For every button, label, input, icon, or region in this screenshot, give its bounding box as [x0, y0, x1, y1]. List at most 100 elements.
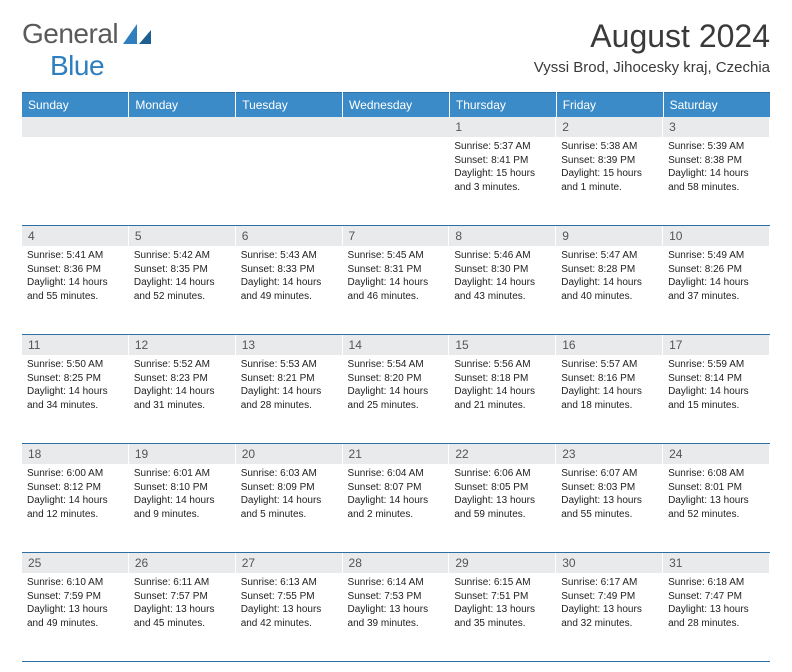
day-cell: Sunrise: 5:37 AMSunset: 8:41 PMDaylight:… — [449, 137, 556, 226]
day-cell: Sunrise: 5:52 AMSunset: 8:23 PMDaylight:… — [129, 355, 236, 444]
daylight-text: Daylight: 13 hours and 49 minutes. — [27, 603, 124, 630]
brand-text-1: General — [22, 18, 118, 49]
day-number: 28 — [343, 553, 450, 573]
day-number: 3 — [663, 117, 770, 137]
sunrise-text: Sunrise: 6:10 AM — [27, 576, 124, 590]
day-number-cell: 26 — [129, 553, 236, 574]
day-number: 29 — [449, 553, 556, 573]
sunrise-text: Sunrise: 5:59 AM — [668, 358, 765, 372]
day-number-cell: 4 — [22, 226, 129, 247]
weekday-header: Monday — [129, 93, 236, 118]
day-number: 4 — [22, 226, 129, 246]
day-info: Sunrise: 6:06 AMSunset: 8:05 PMDaylight:… — [449, 464, 556, 527]
day-number: 18 — [22, 444, 129, 464]
day-number: 30 — [556, 553, 663, 573]
day-number: 10 — [663, 226, 770, 246]
sunrise-text: Sunrise: 5:45 AM — [348, 249, 445, 263]
title-block: August 2024 Vyssi Brod, Jihocesky kraj, … — [534, 18, 770, 76]
week-body-row: Sunrise: 5:37 AMSunset: 8:41 PMDaylight:… — [22, 137, 770, 226]
daylight-text: Daylight: 13 hours and 32 minutes. — [561, 603, 658, 630]
day-info: Sunrise: 5:56 AMSunset: 8:18 PMDaylight:… — [449, 355, 556, 418]
sunrise-text: Sunrise: 6:06 AM — [454, 467, 551, 481]
sunset-text: Sunset: 7:59 PM — [27, 590, 124, 604]
day-number-cell: 24 — [663, 444, 770, 465]
sunset-text: Sunset: 8:25 PM — [27, 372, 124, 386]
day-number-cell: 15 — [449, 335, 556, 356]
day-number-cell: 3 — [663, 117, 770, 137]
sunrise-text: Sunrise: 5:37 AM — [454, 140, 551, 154]
day-number: 11 — [22, 335, 129, 355]
brand-text-2: Blue — [50, 50, 104, 81]
weekday-header: Tuesday — [236, 93, 343, 118]
sunrise-text: Sunrise: 5:56 AM — [454, 358, 551, 372]
sunrise-text: Sunrise: 6:13 AM — [241, 576, 338, 590]
day-info: Sunrise: 5:42 AMSunset: 8:35 PMDaylight:… — [129, 246, 236, 309]
day-number-cell: 9 — [556, 226, 663, 247]
sunset-text: Sunset: 8:33 PM — [241, 263, 338, 277]
day-number-cell: 12 — [129, 335, 236, 356]
day-number-cell: 27 — [236, 553, 343, 574]
day-info: Sunrise: 5:50 AMSunset: 8:25 PMDaylight:… — [22, 355, 129, 418]
day-cell: Sunrise: 5:50 AMSunset: 8:25 PMDaylight:… — [22, 355, 129, 444]
day-info: Sunrise: 5:49 AMSunset: 8:26 PMDaylight:… — [663, 246, 770, 309]
daylight-text: Daylight: 14 hours and 40 minutes. — [561, 276, 658, 303]
day-info: Sunrise: 6:00 AMSunset: 8:12 PMDaylight:… — [22, 464, 129, 527]
day-number-cell: 13 — [236, 335, 343, 356]
sunset-text: Sunset: 7:55 PM — [241, 590, 338, 604]
day-number-cell: 17 — [663, 335, 770, 356]
day-number: 25 — [22, 553, 129, 573]
sunrise-text: Sunrise: 5:47 AM — [561, 249, 658, 263]
sunset-text: Sunset: 8:21 PM — [241, 372, 338, 386]
week-number-row: 18192021222324 — [22, 444, 770, 465]
sunset-text: Sunset: 7:47 PM — [668, 590, 765, 604]
day-cell — [22, 137, 129, 226]
week-body-row: Sunrise: 6:10 AMSunset: 7:59 PMDaylight:… — [22, 573, 770, 662]
daylight-text: Daylight: 14 hours and 37 minutes. — [668, 276, 765, 303]
day-number: 1 — [449, 117, 556, 137]
day-cell: Sunrise: 6:04 AMSunset: 8:07 PMDaylight:… — [343, 464, 450, 553]
daylight-text: Daylight: 14 hours and 55 minutes. — [27, 276, 124, 303]
day-info: Sunrise: 6:01 AMSunset: 8:10 PMDaylight:… — [129, 464, 236, 527]
sunrise-text: Sunrise: 5:42 AM — [134, 249, 231, 263]
day-number: 21 — [343, 444, 450, 464]
day-number-cell: 6 — [236, 226, 343, 247]
sunset-text: Sunset: 8:39 PM — [561, 154, 658, 168]
day-cell: Sunrise: 5:59 AMSunset: 8:14 PMDaylight:… — [663, 355, 770, 444]
day-cell: Sunrise: 5:45 AMSunset: 8:31 PMDaylight:… — [343, 246, 450, 335]
day-number-cell: 10 — [663, 226, 770, 247]
day-info: Sunrise: 5:59 AMSunset: 8:14 PMDaylight:… — [663, 355, 770, 418]
sunset-text: Sunset: 8:10 PM — [134, 481, 231, 495]
sunset-text: Sunset: 8:05 PM — [454, 481, 551, 495]
week-body-row: Sunrise: 6:00 AMSunset: 8:12 PMDaylight:… — [22, 464, 770, 553]
day-number-cell: 25 — [22, 553, 129, 574]
week-number-row: 45678910 — [22, 226, 770, 247]
day-cell: Sunrise: 6:15 AMSunset: 7:51 PMDaylight:… — [449, 573, 556, 662]
daylight-text: Daylight: 14 hours and 28 minutes. — [241, 385, 338, 412]
daylight-text: Daylight: 14 hours and 15 minutes. — [668, 385, 765, 412]
day-cell: Sunrise: 6:11 AMSunset: 7:57 PMDaylight:… — [129, 573, 236, 662]
day-number: 6 — [236, 226, 343, 246]
day-info: Sunrise: 6:15 AMSunset: 7:51 PMDaylight:… — [449, 573, 556, 636]
day-info: Sunrise: 6:14 AMSunset: 7:53 PMDaylight:… — [343, 573, 450, 636]
sunset-text: Sunset: 8:03 PM — [561, 481, 658, 495]
daylight-text: Daylight: 13 hours and 39 minutes. — [348, 603, 445, 630]
day-number: 13 — [236, 335, 343, 355]
sunrise-text: Sunrise: 6:08 AM — [668, 467, 765, 481]
daylight-text: Daylight: 14 hours and 5 minutes. — [241, 494, 338, 521]
daylight-text: Daylight: 14 hours and 58 minutes. — [668, 167, 765, 194]
day-info: Sunrise: 6:08 AMSunset: 8:01 PMDaylight:… — [663, 464, 770, 527]
sunrise-text: Sunrise: 5:39 AM — [668, 140, 765, 154]
daylight-text: Daylight: 13 hours and 59 minutes. — [454, 494, 551, 521]
day-cell: Sunrise: 5:49 AMSunset: 8:26 PMDaylight:… — [663, 246, 770, 335]
sunset-text: Sunset: 8:01 PM — [668, 481, 765, 495]
daylight-text: Daylight: 14 hours and 52 minutes. — [134, 276, 231, 303]
day-number: 24 — [663, 444, 770, 464]
daylight-text: Daylight: 14 hours and 18 minutes. — [561, 385, 658, 412]
day-number-cell: 2 — [556, 117, 663, 137]
day-cell: Sunrise: 6:10 AMSunset: 7:59 PMDaylight:… — [22, 573, 129, 662]
day-number: 2 — [556, 117, 663, 137]
sunset-text: Sunset: 7:53 PM — [348, 590, 445, 604]
day-info: Sunrise: 5:47 AMSunset: 8:28 PMDaylight:… — [556, 246, 663, 309]
day-info: Sunrise: 6:07 AMSunset: 8:03 PMDaylight:… — [556, 464, 663, 527]
day-cell: Sunrise: 6:14 AMSunset: 7:53 PMDaylight:… — [343, 573, 450, 662]
